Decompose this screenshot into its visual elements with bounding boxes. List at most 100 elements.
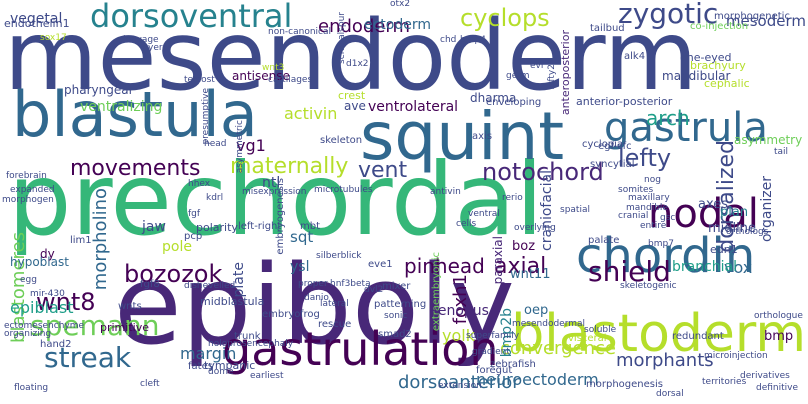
word-entire: entire (640, 221, 667, 231)
word-oep: oep (524, 303, 549, 318)
word-redundant: redundant (672, 331, 724, 342)
word-streak: streak (44, 341, 132, 374)
word-dome: dome (208, 367, 234, 377)
word-spatial: spatial (560, 205, 590, 215)
word-floating: floating (14, 383, 49, 393)
word-orthologue: orthologue (754, 311, 803, 321)
word-axial: axial (494, 254, 547, 279)
word-maxillary: maxillary (628, 193, 670, 203)
word-zygotic: zygotic (618, 0, 719, 30)
word-dorsal: dorsal (656, 389, 684, 399)
word-wnt11: wnt11 (510, 267, 551, 282)
word-patterning: patterning (374, 299, 427, 310)
word-chd: chd (440, 35, 457, 45)
word-fates: fates (188, 361, 213, 372)
word-tympanic: tympanic (204, 359, 256, 372)
word-non-canonical: non-canonical (268, 27, 332, 37)
word-lateral: lateral (320, 299, 349, 309)
word-alk4: alk4 (624, 51, 646, 62)
word-bmp4: bmp4 (460, 35, 486, 45)
word-anterior-posterior: anterior-posterior (576, 95, 673, 108)
word-mesendodermal: mesendodermal (512, 319, 586, 329)
word-nog: nog (644, 175, 661, 185)
word-extension: extension (438, 381, 482, 391)
word-teleost: teleost (184, 75, 215, 85)
word-xenopus: xenopus (430, 303, 489, 319)
word-trunk: trunk (234, 331, 261, 342)
word-cleavage: cleavage (118, 35, 159, 45)
word-tailbud: tailbud (590, 23, 625, 34)
word-fgf: fgf (188, 209, 201, 219)
word-movements: movements (70, 156, 201, 181)
word-rescue: rescue (318, 319, 352, 330)
word-boz: boz (512, 239, 536, 254)
word-mir-430: mir-430 (30, 289, 65, 299)
word-margin: margin (180, 344, 237, 363)
word-frog: frog (300, 309, 320, 320)
word-ntl: ntl (262, 175, 281, 191)
word-extraembryonic: extraembryonic (431, 252, 442, 332)
word-dishevelled: dishevelled (184, 281, 236, 291)
word-brachyury: brachyury (690, 59, 746, 72)
word-hnf3beta: hnf3beta (330, 279, 371, 289)
word-chordin: chordin (576, 228, 756, 284)
word-wnt8: wnt8 (36, 288, 96, 316)
word-cyclopia: cyclopia (582, 139, 624, 150)
word-lim1: lim1 (70, 235, 92, 246)
word-blastoderm: blastoderm (511, 304, 806, 364)
word-head: head (204, 139, 227, 149)
word-pcp: pcp (184, 231, 203, 242)
word-lefty: lefty (618, 144, 672, 172)
word-midline: midline (708, 221, 756, 236)
word-blastula: blastula (12, 78, 258, 151)
word-activin: activin (284, 104, 338, 123)
word-mbt: mbt (300, 221, 321, 232)
word-orthologs: orthologs (726, 227, 769, 237)
word-zebrafish: zebrafish (490, 359, 536, 370)
word-cells: cells (456, 219, 477, 229)
word-superfamily: superfamily (466, 331, 520, 341)
word-otx2: otx2 (390, 0, 411, 9)
word-presumptive: presumptive (201, 88, 211, 145)
word-mesendoderm: mesendoderm (4, 0, 698, 112)
word-shield: shield (588, 255, 671, 288)
word-pharyngeal: pharyngeal (64, 83, 132, 97)
word-left-right: left-right (238, 221, 282, 232)
word-evl: evl (530, 61, 544, 71)
word-craniofacial: craniofacial (539, 170, 555, 251)
word-dvl2: dvl2 (364, 285, 384, 295)
word-gastrulation: gastrulation (222, 322, 499, 376)
word-ectomesenchyme: ectomesenchyme (4, 321, 85, 331)
word-dy: dy (40, 247, 55, 261)
word-wnt3: wnt3 (262, 63, 285, 73)
word-embryo: embryo (262, 309, 301, 320)
word-pole: pole (162, 239, 192, 255)
word-soluble: soluble (584, 325, 617, 335)
word-derivatives: derivatives (740, 371, 790, 381)
word-jaw: jaw (142, 219, 166, 235)
word-maternally: maternally (230, 154, 349, 179)
word-cephalic: cephalic (704, 77, 750, 90)
word-eve1: eve1 (368, 259, 393, 270)
word-d1x2: d1x2 (346, 59, 369, 69)
word-proper: proper (298, 279, 328, 289)
word-skeletogenic: skeletogenic (620, 281, 677, 291)
word-sox17: sox17 (40, 33, 67, 43)
word-vg1: vg1 (236, 136, 266, 155)
word-morphogen: morphogen (2, 195, 54, 205)
word-lefty2: lefty2 (547, 64, 557, 90)
word-mixer: mixer (382, 281, 411, 292)
word-nodal: nodal (648, 191, 759, 237)
word-syncytial: syncytial (590, 159, 635, 170)
word-morphogenesis: morphogenesis (586, 379, 663, 390)
word-cranial: cranial (618, 211, 649, 221)
word-polarity: polarity (196, 221, 238, 234)
word-axes: axes (698, 197, 729, 212)
word-misexpression: misexpression (242, 187, 307, 197)
word-microinjection: microinjection (704, 351, 768, 361)
word-epiboly: epiboly (114, 241, 515, 369)
word-germ: germ (506, 71, 530, 81)
word-sonic: sonic (384, 311, 408, 321)
word-convergence: convergence (500, 338, 617, 359)
